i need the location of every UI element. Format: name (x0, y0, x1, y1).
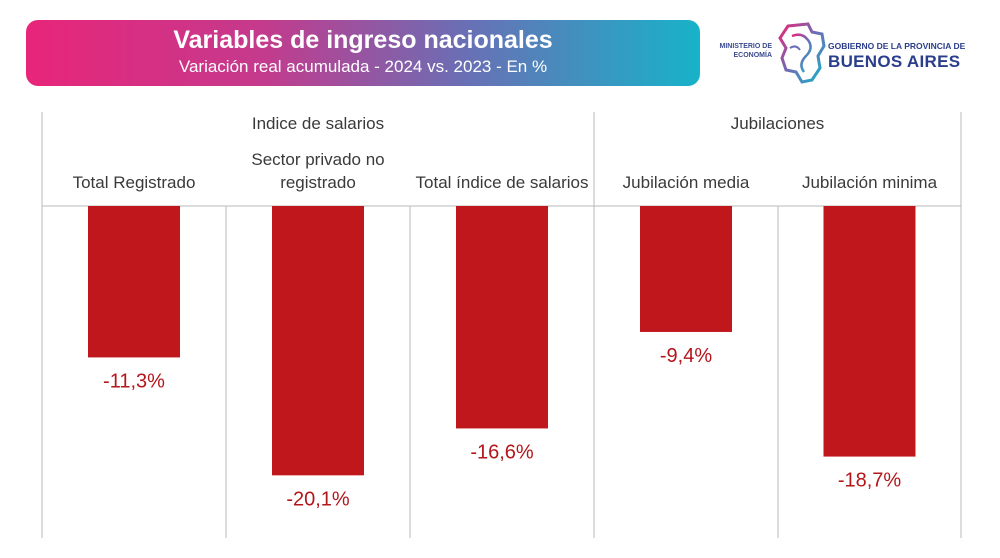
chart-subtitle: Variación real acumulada - 2024 vs. 2023… (178, 57, 548, 76)
category-label: Total índice de salarios (416, 173, 589, 192)
category-label: Jubilación minima (802, 173, 938, 192)
ministry-label: MINISTERIO DE ECONOMÍA (719, 43, 772, 59)
province-map-icon (778, 22, 826, 84)
bar (640, 206, 732, 332)
value-label: -11,3% (103, 370, 165, 392)
value-label: -16,6% (470, 441, 534, 463)
bar (272, 206, 364, 476)
bar (88, 206, 180, 358)
category-label: Total Registrado (73, 173, 196, 192)
bar (823, 206, 916, 457)
value-label: -18,7% (838, 470, 902, 492)
province-logo: MINISTERIO DE ECONOMÍA GOBIERNO DE LA PR… (714, 20, 965, 86)
bar (456, 206, 548, 429)
category-label: Sector privado no registrado (251, 150, 384, 192)
government-label: GOBIERNO DE LA PROVINCIA DE (828, 41, 966, 51)
chart-title: Variables de ingreso nacionales (173, 26, 553, 54)
category-label: Jubilación media (623, 173, 750, 192)
title-banner: Variables de ingreso nacionales Variació… (26, 20, 700, 86)
group-label: Indice de salarios (252, 114, 384, 133)
value-label: -20,1% (286, 488, 350, 510)
group-label: Jubilaciones (731, 114, 825, 133)
value-label: -9,4% (660, 345, 712, 367)
province-name: BUENOS AIRES (828, 52, 961, 71)
